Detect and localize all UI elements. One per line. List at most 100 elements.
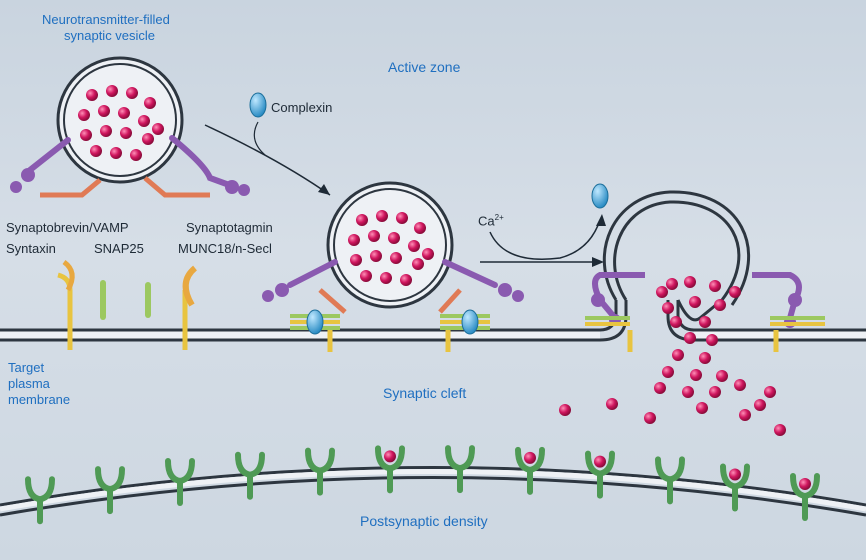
complexin-label: Complexin xyxy=(271,100,333,115)
synaptotagmin-fused-right xyxy=(752,272,825,352)
neurotransmitter-molecule xyxy=(370,250,382,262)
neurotransmitter-molecule xyxy=(80,129,92,141)
neurotransmitter-molecule xyxy=(90,145,102,157)
bound-neurotransmitter xyxy=(384,450,396,463)
target-membrane-line1: Target xyxy=(8,360,45,375)
neurotransmitter-molecule xyxy=(388,232,400,244)
receptor xyxy=(165,457,195,506)
target-membrane-line3: membrane xyxy=(8,392,71,407)
calcium-symbol: Ca xyxy=(478,213,495,229)
released-neurotransmitter xyxy=(754,399,766,411)
receptor xyxy=(235,451,265,500)
calcium-label: Ca2+ xyxy=(478,210,504,228)
vesicle-title-line2: synaptic vesicle xyxy=(64,28,156,43)
neurotransmitter-molecule xyxy=(376,210,388,222)
snap25-label: SNAP25 xyxy=(94,241,144,256)
neurotransmitter-molecule xyxy=(368,230,380,242)
released-neurotransmitter xyxy=(716,370,728,382)
receptor xyxy=(25,476,55,525)
active-zone-label: Active zone xyxy=(388,59,461,75)
synaptic-vesicle-free xyxy=(56,56,184,184)
released-neurotransmitter xyxy=(729,286,741,298)
released-neurotransmitter xyxy=(696,402,708,414)
neurotransmitter-molecule xyxy=(396,212,408,224)
synaptic-cleft-label: Synaptic cleft xyxy=(383,385,467,401)
released-neurotransmitter xyxy=(644,412,656,424)
released-neurotransmitter xyxy=(559,404,571,416)
synaptic-vesicle-docked xyxy=(326,181,454,309)
released-neurotransmitter xyxy=(699,352,711,364)
neurotransmitter-molecule xyxy=(414,222,426,234)
neurotransmitter-molecule xyxy=(408,240,420,252)
neurotransmitter-molecule xyxy=(412,258,424,270)
neurotransmitter-molecule xyxy=(106,85,118,97)
released-neurotransmitter xyxy=(672,349,684,361)
neurotransmitter-molecule xyxy=(360,270,372,282)
released-neurotransmitter xyxy=(662,302,674,314)
bound-neurotransmitter xyxy=(799,478,811,491)
neurotransmitter-molecule xyxy=(138,115,150,127)
released-neurotransmitter xyxy=(666,278,678,290)
munc18-label: MUNC18/n-Secl xyxy=(178,241,272,256)
neurotransmitter-molecule xyxy=(126,87,138,99)
snap25-protein xyxy=(100,280,106,320)
calcium-charge: 2+ xyxy=(494,213,504,222)
released-neurotransmitter xyxy=(714,299,726,311)
neurotransmitter-molecule xyxy=(110,147,122,159)
receptor xyxy=(95,466,125,515)
released-neurotransmitter xyxy=(764,386,776,398)
receptor xyxy=(375,445,405,494)
neurotransmitter-molecule xyxy=(86,89,98,101)
bound-neurotransmitter xyxy=(594,455,606,468)
neurotransmitter-molecule xyxy=(78,109,90,121)
vesicle-title-line1: Neurotransmitter-filled xyxy=(42,12,170,27)
snare-complex-right xyxy=(438,288,490,352)
neurotransmitter-molecule xyxy=(356,214,368,226)
released-neurotransmitter xyxy=(690,369,702,381)
neurotransmitter-molecule xyxy=(390,252,402,264)
complexin-molecule xyxy=(249,92,267,118)
neurotransmitter-molecule xyxy=(400,274,412,286)
released-neurotransmitter xyxy=(682,386,694,398)
bound-neurotransmitter xyxy=(524,451,536,464)
released-neurotransmitter xyxy=(709,280,721,292)
receptor xyxy=(515,446,545,495)
released-neurotransmitter xyxy=(709,386,721,398)
released-neurotransmitter xyxy=(654,382,666,394)
released-neurotransmitter xyxy=(699,316,711,328)
neurotransmitter-molecule xyxy=(152,123,164,135)
released-neurotransmitter xyxy=(774,424,786,436)
neurotransmitter-molecule xyxy=(120,127,132,139)
released-neurotransmitter xyxy=(734,379,746,391)
neurotransmitter-molecule xyxy=(350,254,362,266)
arrow-docking xyxy=(204,124,331,196)
fused-vesicle xyxy=(613,200,741,322)
neurotransmitter-molecule xyxy=(422,248,434,260)
synaptobrevin-label: Synaptobrevin/VAMP xyxy=(6,220,129,235)
released-neurotransmitter xyxy=(670,316,682,328)
synaptotagmin-fused-left xyxy=(585,272,645,352)
neurotransmitter-molecule xyxy=(142,133,154,145)
target-membrane-line2: plasma xyxy=(8,376,50,391)
bound-neurotransmitter xyxy=(729,468,741,481)
released-neurotransmitter xyxy=(706,334,718,346)
neurotransmitter-molecule xyxy=(98,105,110,117)
snare-complex-left xyxy=(290,288,347,352)
neurotransmitter-molecule xyxy=(380,272,392,284)
neurotransmitter-molecule xyxy=(348,234,360,246)
released-neurotransmitter xyxy=(739,409,751,421)
syntaxin-label: Syntaxin xyxy=(6,241,56,256)
receptor xyxy=(445,445,475,494)
arrow-complexin-join xyxy=(253,121,266,156)
receptor xyxy=(305,447,335,496)
synaptotagmin-label: Synaptotagmin xyxy=(186,220,273,235)
receptor xyxy=(585,450,615,499)
neurotransmitter-molecule xyxy=(144,97,156,109)
neurotransmitter-molecule xyxy=(130,149,142,161)
released-neurotransmitter xyxy=(684,332,696,344)
neurotransmitter-molecule xyxy=(100,125,112,137)
released-neurotransmitter xyxy=(689,296,701,308)
neurotransmitter-molecule xyxy=(118,107,130,119)
